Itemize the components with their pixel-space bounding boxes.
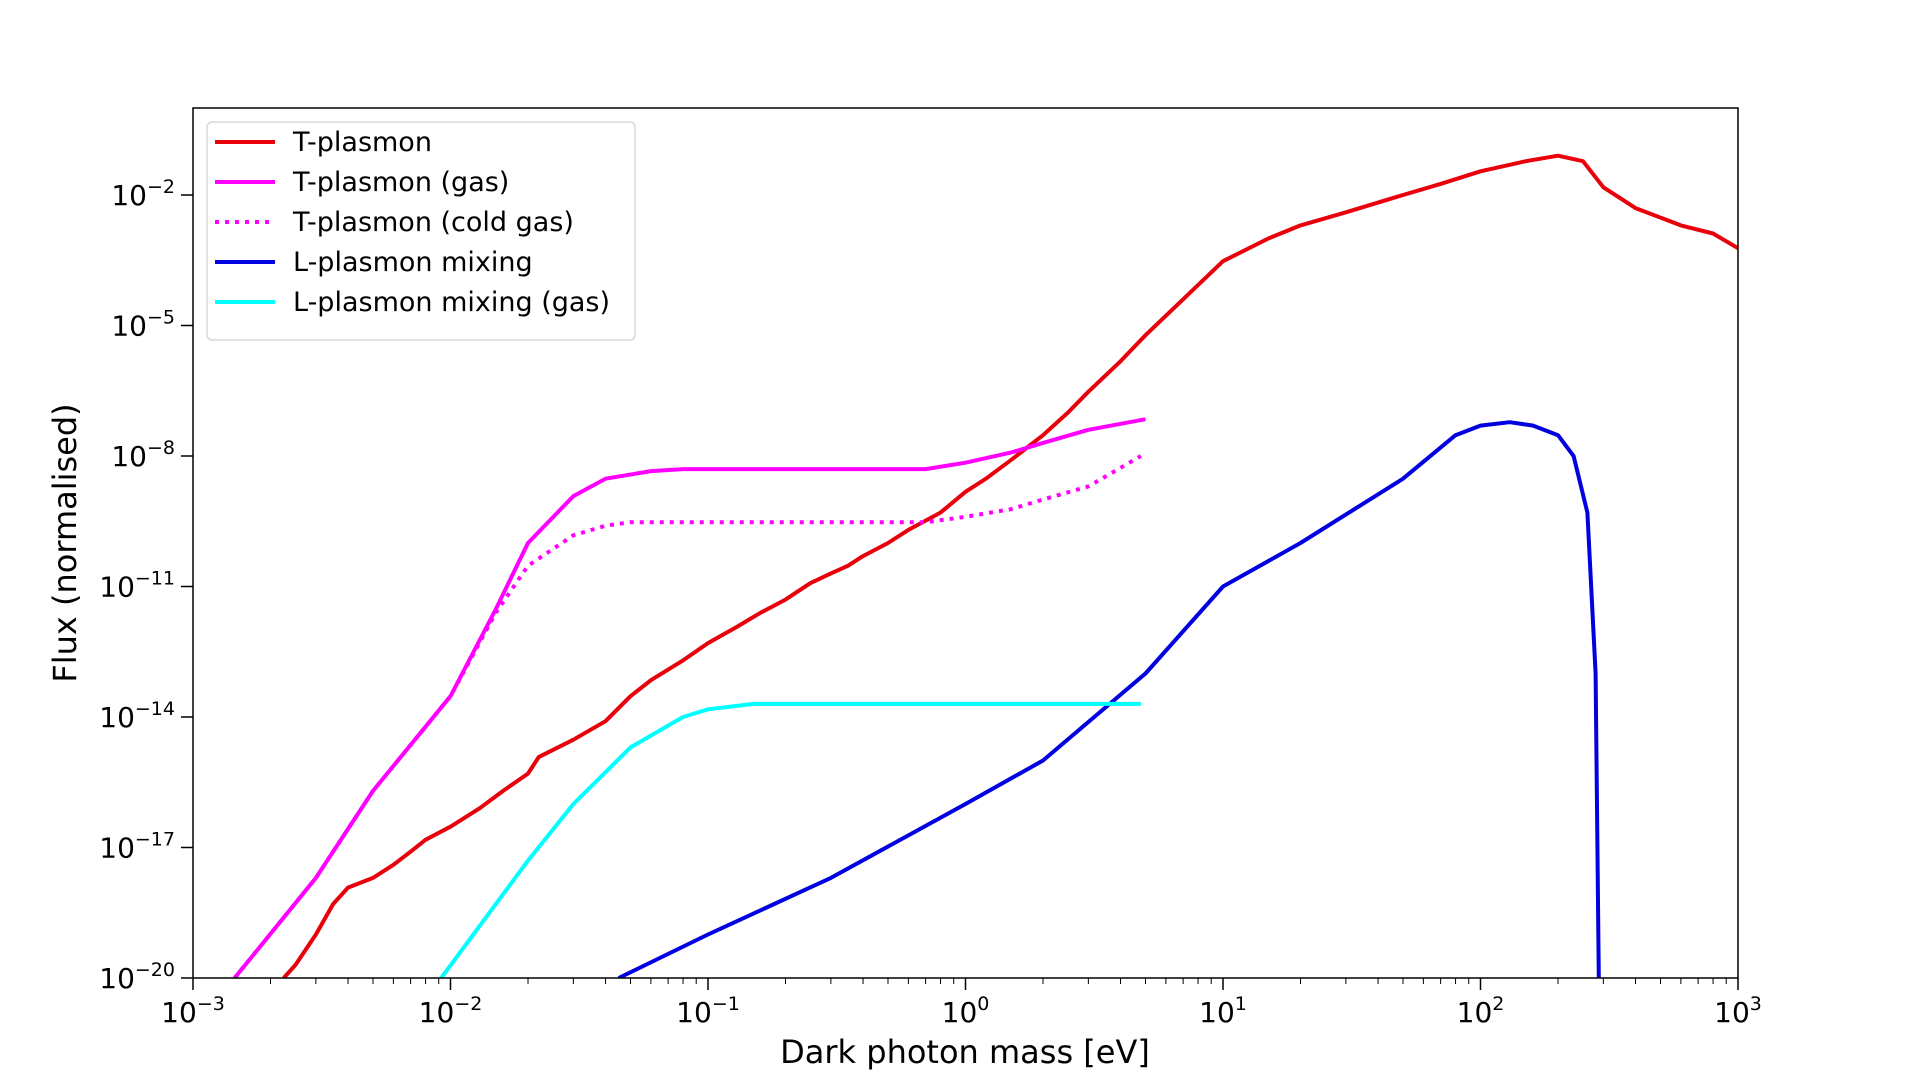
x-tick-label: 102 [1457, 993, 1505, 1029]
legend-label: L-plasmon mixing (gas) [293, 287, 610, 318]
legend-box [206, 121, 636, 341]
ticks-layer: 10−3 10−2 10−1 100 101 102 103 10−20 10−17 10−14 1… [99, 176, 1762, 1029]
x-tick-label: 100 [942, 993, 990, 1029]
y-tick-label: 10−17 [99, 829, 175, 865]
y-tick-label: 10−5 [111, 307, 175, 343]
series-line-1 [282, 153, 1738, 978]
y-tick-label: 10−20 [99, 959, 175, 995]
series-line-4 [617, 420, 1601, 978]
y-tick-label: 10−2 [111, 176, 175, 212]
y-tick-label: 10−14 [99, 698, 175, 734]
series-line-5 [439, 701, 1141, 978]
x-tick-label: 101 [1199, 993, 1247, 1029]
series-line-3 [233, 454, 1142, 978]
legend: T-plasmon T-plasmon (gas) T-plasmon (cold … [206, 121, 636, 341]
labels-layer: Dark photon mass [eV] Flux (normalised) [46, 403, 1150, 1071]
legend-label: T-plasmon [292, 127, 432, 158]
y-axis-label: Flux (normalised) [46, 403, 84, 682]
x-axis-label: Dark photon mass [eV] [780, 1033, 1150, 1071]
x-tick-label: 10−1 [676, 993, 740, 1029]
y-tick-label: 10−8 [111, 437, 175, 473]
legend-label: T-plasmon (gas) [292, 167, 509, 198]
x-tick-label: 10−3 [161, 993, 225, 1029]
legend-label: T-plasmon (cold gas) [292, 207, 574, 238]
legend-label: L-plasmon mixing [293, 247, 533, 278]
x-tick-label: 10−2 [419, 993, 483, 1029]
series-line-2 [233, 417, 1146, 978]
x-tick-label: 103 [1714, 993, 1762, 1029]
series-layer [233, 153, 1738, 978]
y-tick-label: 10−11 [99, 568, 175, 604]
